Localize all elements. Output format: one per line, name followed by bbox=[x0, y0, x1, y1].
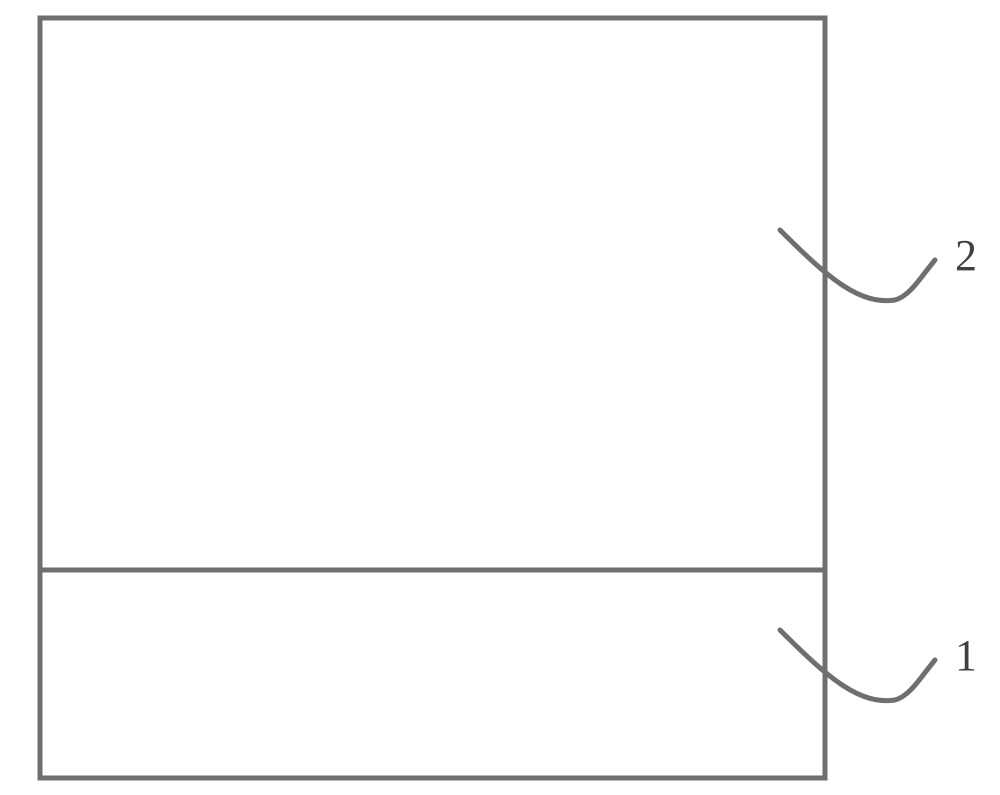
callout-2-leader bbox=[780, 230, 935, 301]
callout-1-leader bbox=[780, 630, 935, 701]
callouts-group: 21 bbox=[780, 230, 977, 701]
callout-2-label: 2 bbox=[955, 231, 977, 280]
layers-group bbox=[40, 18, 825, 778]
callout-1-label: 1 bbox=[955, 631, 977, 680]
outer-rect bbox=[40, 18, 825, 778]
figure-svg: 21 bbox=[0, 0, 1000, 795]
